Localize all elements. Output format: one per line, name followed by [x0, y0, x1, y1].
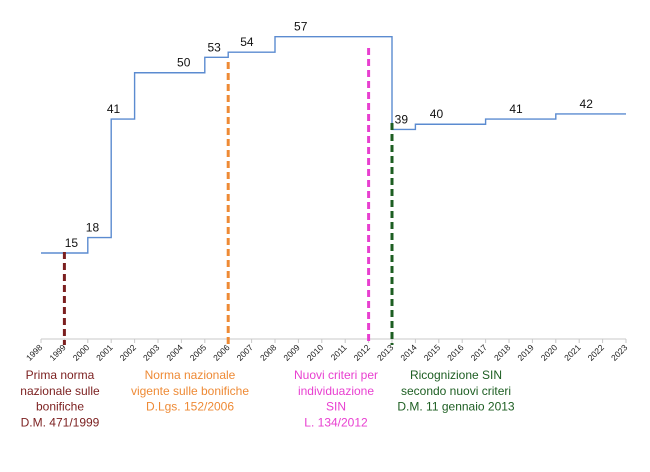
value-label: 15 — [65, 236, 79, 250]
value-label: 18 — [86, 221, 100, 235]
x-tick-label: 2010 — [305, 342, 326, 363]
x-axis — [40, 338, 627, 343]
annotation-line: D.Lgs. 152/2006 — [146, 400, 234, 414]
x-tick-label: 2020 — [539, 342, 560, 363]
annotation-line: Norma nazionale — [145, 368, 236, 382]
value-label: 54 — [240, 35, 254, 49]
value-label: 53 — [207, 40, 221, 54]
x-tick-label: 2001 — [94, 342, 115, 363]
value-label: 41 — [107, 102, 121, 116]
x-tick-label: 2014 — [398, 342, 419, 363]
event-markers — [62, 48, 394, 345]
annotation-line: Ricognizione SIN — [410, 368, 502, 382]
value-label: 41 — [509, 102, 523, 116]
x-tick-label: 2006 — [211, 342, 232, 363]
value-label: 57 — [294, 20, 308, 34]
x-tick-label: 1998 — [24, 342, 45, 363]
annotation-line: L. 134/2012 — [304, 415, 368, 429]
x-tick-label: 2004 — [164, 342, 185, 363]
annotation-line: nazionale sulle — [20, 384, 100, 398]
annotation-line: secondo nuovi criteri — [401, 384, 511, 398]
x-tick-label: 1999 — [47, 342, 68, 363]
annotation-line: vigente sulle bonifiche — [131, 384, 249, 398]
value-labels: 15 18 41 50 53 54 57 39 40 41 42 — [65, 20, 593, 250]
x-tick-label: 2012 — [352, 342, 373, 363]
x-tick-labels: 1998 1999 2000 2001 2002 2003 2004 2005 2006 2007… — [24, 342, 630, 363]
value-label: 42 — [580, 97, 594, 111]
annotation-line: D.M. 471/1999 — [21, 415, 100, 429]
x-tick-label: 2013 — [375, 342, 396, 363]
annotation-line: individuazione — [298, 384, 374, 398]
x-tick-label: 2019 — [515, 342, 536, 363]
series-line — [41, 35, 626, 254]
x-tick-label: 2011 — [329, 342, 349, 362]
x-tick-label: 2021 — [562, 342, 583, 363]
annotation-line: bonifiche — [36, 400, 84, 414]
value-label: 39 — [395, 112, 409, 126]
annotation-line: Nuovi criteri per — [294, 368, 378, 382]
x-tick-label: 2000 — [71, 342, 92, 363]
x-tick-label: 2022 — [586, 342, 607, 363]
x-tick-label: 2016 — [445, 342, 466, 363]
x-tick-label: 2007 — [235, 342, 256, 363]
x-tick-label: 2003 — [141, 342, 162, 363]
annotation-line: Prima norma — [26, 368, 95, 382]
x-tick-label: 2002 — [118, 342, 139, 363]
value-label: 40 — [430, 107, 444, 121]
series-group — [41, 35, 626, 254]
x-tick-label: 2008 — [258, 342, 279, 363]
annotation-line: D.M. 11 gennaio 2013 — [397, 400, 515, 414]
annotation-line: SIN — [326, 400, 346, 414]
x-tick-label: 2015 — [422, 342, 443, 363]
value-label: 50 — [177, 56, 191, 70]
x-tick-label: 2009 — [281, 342, 302, 363]
x-tick-label: 2023 — [609, 342, 630, 363]
x-tick-label: 2005 — [188, 342, 209, 363]
x-tick-label: 2018 — [492, 342, 513, 363]
x-tick-label: 2017 — [469, 342, 490, 363]
